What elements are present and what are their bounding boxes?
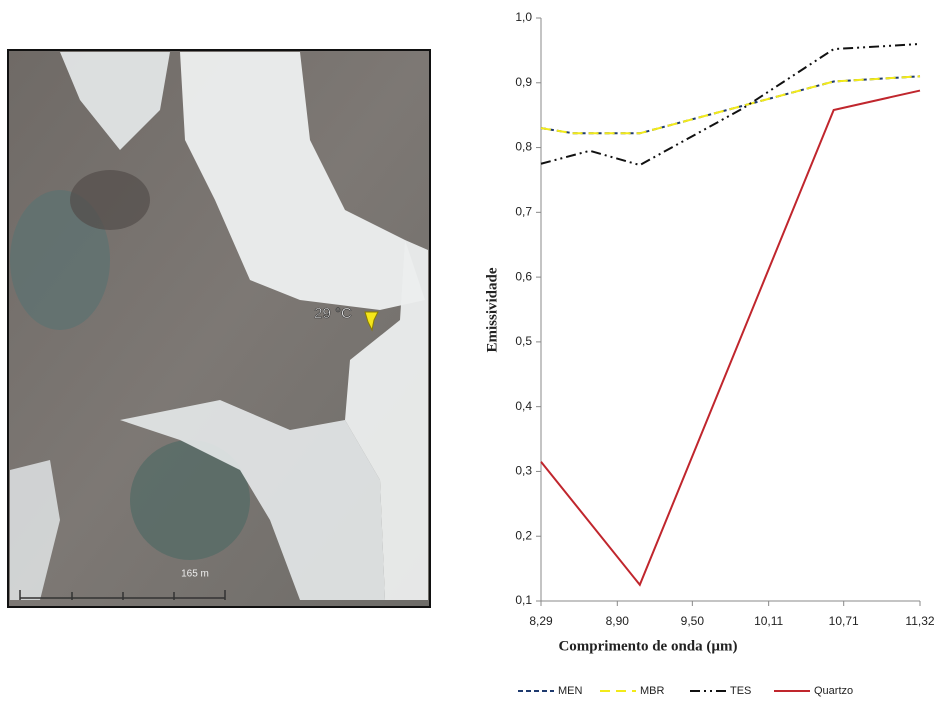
- y-tick-label: 0,2: [515, 528, 532, 542]
- y-tick-label: 0,9: [515, 75, 532, 89]
- x-axis-title: Comprimento de onda (µm): [558, 638, 737, 654]
- y-tick-label: 0,5: [515, 334, 532, 348]
- x-tick-label: 9,50: [681, 614, 705, 628]
- x-tick-label: 11,32: [905, 614, 934, 628]
- legend-label: MBR: [640, 685, 665, 697]
- x-tick-label: 10,71: [829, 614, 859, 628]
- y-tick-label: 0,1: [515, 593, 532, 607]
- legend-label: MEN: [558, 685, 583, 697]
- x-tick-label: 8,29: [529, 614, 553, 628]
- temperature-label: 29 °C: [314, 305, 352, 322]
- series-line: [541, 44, 920, 165]
- x-tick-label: 10,11: [754, 614, 783, 628]
- legend-label: TES: [730, 685, 751, 697]
- series-line: [541, 76, 920, 133]
- y-axis-title: Emissividade: [484, 267, 500, 352]
- series-line: [541, 91, 920, 585]
- legend-label: Quartzo: [814, 685, 853, 697]
- y-tick-label: 0,8: [515, 140, 532, 154]
- page: {"image": {"annotation": "29 °C", "scale…: [0, 0, 941, 702]
- y-tick-label: 0,7: [515, 205, 532, 219]
- figure: 29 °C 165 m Comprimento de onda (µm) Emi…: [0, 0, 941, 702]
- y-tick-label: 0,4: [515, 399, 532, 413]
- y-tick-label: 1,0: [515, 10, 532, 24]
- series-line: [541, 76, 920, 133]
- satellite-image: 29 °C 165 m: [8, 50, 430, 607]
- y-tick-label: 0,6: [515, 269, 532, 283]
- scale-label: 165 m: [181, 569, 209, 580]
- y-tick-label: 0,3: [515, 464, 532, 478]
- chart: Comprimento de onda (µm) Emissividade 0,…: [484, 10, 934, 697]
- x-tick-label: 8,90: [606, 614, 630, 628]
